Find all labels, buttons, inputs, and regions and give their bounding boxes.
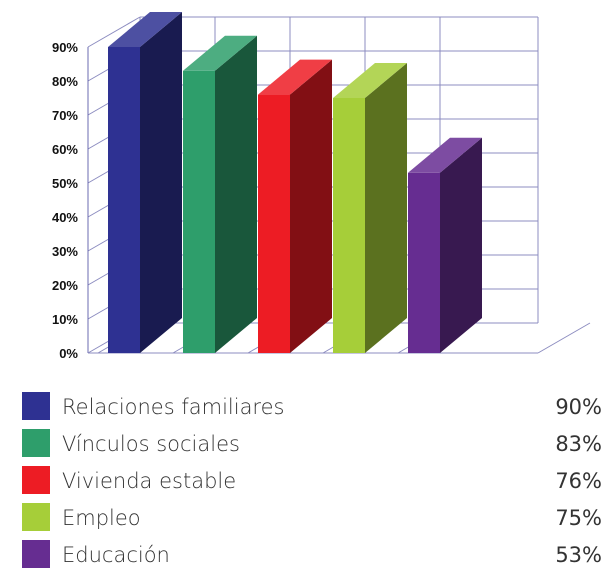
bar-top [333,63,407,98]
bar-side [290,59,332,353]
legend-label: Relaciones familiares [62,395,285,419]
bar [108,12,182,353]
y-tick-label: 90% [52,40,78,55]
chart-bars [108,12,482,354]
y-tick-label: 0% [59,346,78,361]
bar-front [258,94,290,353]
legend-item: Vínculos sociales 83% [22,420,602,457]
legend-value: 75% [555,506,602,530]
bar-side [140,12,182,353]
bar-side [440,137,482,353]
bar-side [365,63,407,353]
legend-swatch [22,540,50,568]
legend-swatch [22,503,50,531]
bar-chart: 0% 10% 20% 30% 40% 50% 60% 70% 80% 90% [52,12,591,361]
bar-front [408,172,440,353]
bar [333,63,407,353]
bar [183,35,257,354]
legend-value: 76% [555,469,602,493]
y-tick-label: 20% [52,278,78,293]
bar-front [333,98,365,353]
bar-top [408,137,482,173]
legend-item: Educación 53% [22,531,602,568]
legend-item: Vivienda estable 76% [22,457,602,494]
y-tick-label: 50% [52,176,78,191]
legend-swatch [22,429,50,457]
legend-value: 90% [555,395,602,419]
bar-top [183,35,257,71]
floor-right-edge [537,322,591,354]
chart-legend: Relaciones familiares 90% Vínculos sociale… [22,383,602,568]
legend-item: Empleo 75% [22,494,602,531]
y-tick-label: 10% [52,312,78,327]
legend-swatch [22,466,50,494]
legend-label: Vivienda estable [62,469,237,493]
y-axis-ticks: 0% 10% 20% 30% 40% 50% 60% 70% 80% 90% [52,40,78,361]
bar-top [108,12,182,47]
legend-label: Vínculos sociales [62,432,240,456]
y-tick-label: 30% [52,244,78,259]
legend-value: 53% [555,543,602,567]
legend-label: Empleo [62,506,141,530]
bar-side [215,35,257,354]
y-tick-label: 40% [52,210,78,225]
bar-top [258,59,332,95]
gridline-side [87,16,141,48]
bar [408,137,482,353]
legend-item: Relaciones familiares 90% [22,383,602,420]
legend-value: 83% [555,432,602,456]
legend-swatch [22,392,50,420]
legend-label: Educación [62,543,170,567]
bar [258,59,332,353]
y-tick-label: 60% [52,142,78,157]
bar-front [108,47,140,353]
y-tick-label: 70% [52,108,78,123]
y-tick-label: 80% [52,74,78,89]
bar-front [183,70,215,354]
